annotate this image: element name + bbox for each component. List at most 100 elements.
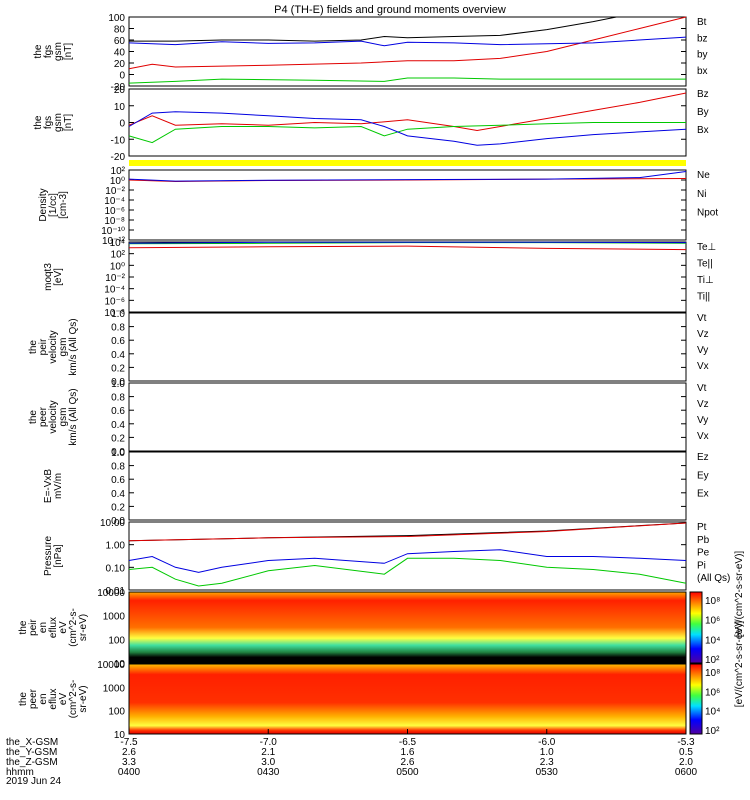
x-tick-label: 0500 bbox=[396, 767, 419, 778]
y-axis-label-line: (cm^2-s- bbox=[68, 608, 79, 647]
y-tick-label: 0.8 bbox=[111, 462, 125, 473]
legend-entry: By bbox=[697, 107, 709, 118]
y-axis-label-line: km/s (All Qs) bbox=[68, 318, 79, 375]
colorbar-label-text: [eV/(cm^2-s-sr-eV)] bbox=[734, 551, 745, 638]
x-tick-label: 2.6 bbox=[401, 757, 415, 768]
legend-entry: Vy bbox=[697, 415, 708, 426]
colorbar-label: [eV/(cm^2-s-sr-eV)] bbox=[734, 621, 745, 708]
legend-entry: Bx bbox=[697, 125, 709, 136]
legend-entry: bx bbox=[697, 66, 708, 77]
y-axis-label-line: fgs bbox=[43, 116, 54, 129]
y-axis-label-line: gsm bbox=[53, 113, 64, 132]
legend: Bz By Bx bbox=[697, 89, 709, 136]
y-tick-label: 0.2 bbox=[111, 502, 125, 513]
y-tick-label: 10⁴ bbox=[110, 238, 125, 249]
legend: Ez Ey Ex bbox=[697, 452, 709, 500]
y-axis-label-line: [cm-3] bbox=[58, 191, 69, 219]
legend-entry: Pb bbox=[697, 535, 710, 546]
y-axis-label-line: km/s (All Qs) bbox=[68, 388, 79, 445]
x-tick-label: 2.0 bbox=[679, 757, 693, 768]
date-label: 2019 Jun 24 bbox=[6, 776, 61, 787]
legend-entry: Vz bbox=[697, 399, 709, 410]
y-tick-label: 20 bbox=[114, 85, 126, 96]
x-axis-row-label: the_Y-GSM bbox=[6, 747, 57, 758]
legend-entry: Vt bbox=[697, 313, 707, 324]
y-tick-label: 0.0 bbox=[111, 377, 125, 388]
y-tick-label: 10⁻¹² bbox=[102, 236, 126, 247]
y-tick-label: 0.8 bbox=[111, 323, 125, 334]
legend-entry: Pe bbox=[697, 548, 710, 559]
y-tick-label: -10 bbox=[111, 135, 126, 146]
density-panel: 10²10⁰10⁻²10⁻⁴10⁻⁶10⁻⁸10⁻¹⁰10⁻¹²Density[… bbox=[38, 160, 718, 247]
y-tick-label: 0.6 bbox=[111, 475, 125, 486]
panel-frame bbox=[128, 241, 687, 313]
series-line bbox=[128, 522, 687, 542]
series-line bbox=[128, 92, 687, 132]
y-tick-label: 80 bbox=[114, 25, 126, 36]
efield-panel: 1.0 0.8 0.6 0.4 0.2 0.0 E=-VxB mV/m Ez Ey Ex bbox=[43, 448, 709, 527]
x-tick-label: -7.5 bbox=[120, 737, 138, 748]
y-tick-label: 1.0 bbox=[111, 448, 125, 459]
legend: Vt Vz Vy Vx bbox=[697, 383, 709, 442]
x-tick-label: 0430 bbox=[257, 767, 280, 778]
panel-frame bbox=[128, 169, 687, 241]
panel-frame bbox=[128, 451, 687, 521]
x-axis-labels: the_X-GSM -7.5 -7.0 -6.5 -6.0 -5.3 the_Y-GSM 2.… bbox=[6, 729, 698, 778]
y-tick-label: 10² bbox=[111, 250, 126, 261]
y-axis-label-line: the bbox=[33, 115, 44, 129]
y-axis-label-line: peir bbox=[28, 618, 39, 635]
legend-entry: Vt bbox=[697, 383, 707, 394]
y-axis-label-line: peir bbox=[38, 338, 49, 355]
colorbar-tick-label: 10² bbox=[705, 655, 720, 666]
x-tick-label: 0.5 bbox=[679, 747, 693, 758]
y-axis-label: the peir velocity gsm km/s (All Qs) bbox=[28, 318, 79, 375]
y-tick-label: 10² bbox=[111, 166, 126, 177]
y-axis-label: the peer velocity gsm km/s (All Qs) bbox=[28, 388, 79, 445]
y-tick-label: 0.2 bbox=[111, 433, 125, 444]
x-tick-label: -6.5 bbox=[399, 737, 417, 748]
y-axis-label: E=-VxB mV/m bbox=[43, 469, 64, 504]
peir-energy-spectrogram: 10000 1000 100 10 the peir en eflux eV (cm^2-s-sr… bbox=[18, 588, 720, 670]
legend: Te⊥ Te|| Ti⊥ Ti|| bbox=[697, 242, 716, 303]
y-tick-label: 10⁻² bbox=[105, 273, 125, 284]
x-tick-label: 0600 bbox=[675, 767, 698, 778]
y-tick-label: 0.4 bbox=[111, 420, 125, 431]
colorbar-tick-label: 10⁴ bbox=[705, 635, 720, 646]
y-tick-label: 20 bbox=[114, 59, 126, 70]
colorbar-tick-label: 10⁶ bbox=[705, 687, 720, 698]
y-tick-label: 0.10 bbox=[106, 563, 126, 574]
x-tick-label: 2.6 bbox=[122, 747, 136, 758]
y-tick-label: 10⁻⁶ bbox=[104, 296, 125, 307]
y-axis-label-line: [nPa] bbox=[53, 544, 64, 568]
peer-energy-spectrogram: 10000 1000 100 10 the peer en eflux eV (cm^2-s-sr… bbox=[18, 660, 720, 741]
colorbar bbox=[689, 591, 703, 664]
y-axis-label-line: [eV] bbox=[53, 268, 64, 286]
colorbar-label-2: [eV/(cm^2-s-sr-eV)] bbox=[734, 551, 745, 638]
y-tick-label: 0.6 bbox=[111, 406, 125, 417]
y-axis-label-line: en bbox=[38, 693, 49, 704]
y-axis-label-line: E=-VxB bbox=[43, 469, 54, 504]
series-line bbox=[128, 16, 687, 70]
fgs-gsm-dsl-panel: 20 10 0 -10 -20 the fgs gsm [nT] Bz By Bx bbox=[33, 85, 709, 163]
y-tick-label: 100 bbox=[108, 13, 125, 24]
y-axis-label-line: eV bbox=[58, 621, 69, 634]
y-tick-label: 10⁻⁸ bbox=[104, 216, 125, 227]
legend-entry: by bbox=[697, 50, 708, 61]
y-axis-label: Density [1/cc] [cm-3] bbox=[38, 188, 69, 221]
y-tick-label: 10⁻⁶ bbox=[104, 206, 125, 217]
series-line bbox=[128, 245, 687, 251]
peir-velocity-panel: 1.0 0.8 0.6 0.4 0.2 0.0 the peir velocity gsm km/s… bbox=[28, 309, 709, 388]
series-line bbox=[128, 171, 687, 182]
series-line bbox=[128, 111, 687, 146]
y-tick-label: 0.2 bbox=[111, 363, 125, 374]
y-tick-label: 0.6 bbox=[111, 336, 125, 347]
y-tick-label: 10 bbox=[114, 730, 126, 741]
panel-frame bbox=[128, 312, 687, 382]
y-tick-label: 100 bbox=[108, 635, 125, 646]
series-line bbox=[128, 122, 686, 144]
x-tick-label: -5.3 bbox=[677, 737, 695, 748]
series-line bbox=[129, 16, 617, 42]
